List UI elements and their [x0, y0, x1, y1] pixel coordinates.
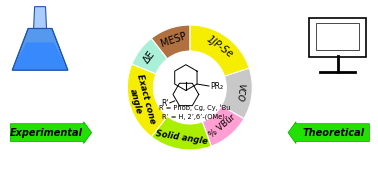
Text: Solid angle: Solid angle: [155, 129, 209, 146]
Text: ΔE: ΔE: [142, 49, 157, 65]
Polygon shape: [12, 42, 68, 70]
Text: VCO: VCO: [235, 83, 245, 102]
Text: R’ = H, 2’,6’-(OMe)₂: R’ = H, 2’,6’-(OMe)₂: [162, 113, 228, 120]
Text: PR₂: PR₂: [210, 82, 223, 91]
Wedge shape: [132, 38, 167, 74]
Wedge shape: [127, 64, 167, 137]
FancyArrow shape: [288, 122, 369, 144]
Wedge shape: [151, 25, 190, 59]
FancyBboxPatch shape: [309, 18, 366, 57]
FancyBboxPatch shape: [316, 23, 359, 50]
Text: % VBur: % VBur: [208, 113, 237, 140]
Wedge shape: [222, 68, 253, 119]
Text: R = Phob, Cg, Cy, ᵗBu: R = Phob, Cg, Cy, ᵗBu: [159, 104, 231, 111]
Text: MESP: MESP: [159, 31, 188, 49]
Wedge shape: [202, 106, 244, 146]
Text: Experimental: Experimental: [9, 128, 82, 138]
Text: 1JP-Se: 1JP-Se: [204, 34, 235, 60]
Wedge shape: [151, 116, 211, 150]
Circle shape: [154, 52, 225, 123]
FancyArrow shape: [10, 122, 91, 144]
Text: Exact cone
angle: Exact cone angle: [125, 74, 157, 128]
Polygon shape: [12, 29, 68, 70]
Wedge shape: [190, 25, 249, 76]
Text: R': R': [161, 99, 169, 108]
Text: Theoretical: Theoretical: [303, 128, 365, 138]
Polygon shape: [34, 7, 46, 29]
